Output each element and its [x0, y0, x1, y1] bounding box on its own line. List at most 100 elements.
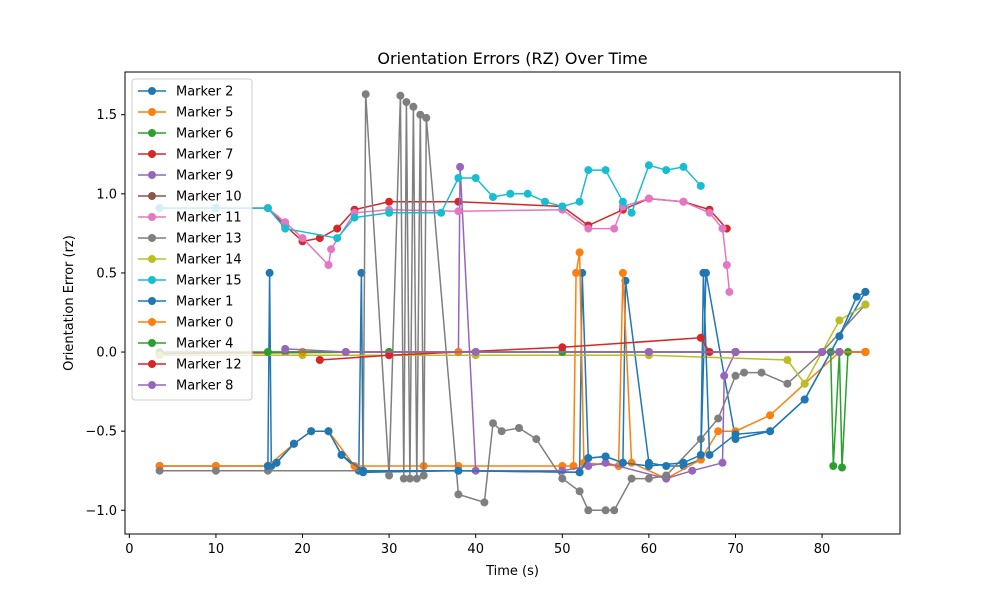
data-point [601, 452, 610, 461]
data-point [584, 224, 593, 233]
data-point [731, 348, 740, 356]
data-point [662, 462, 671, 470]
data-point [644, 348, 653, 356]
data-point [662, 166, 671, 175]
legend-marker [148, 255, 156, 263]
y-tick-label: 1.0 [96, 187, 117, 202]
x-tick-label: 50 [554, 542, 571, 557]
data-point [281, 218, 290, 227]
legend-box [131, 78, 253, 401]
legend-label: Marker 4 [176, 337, 233, 352]
data-point [740, 368, 749, 377]
series-layer [155, 90, 870, 515]
legend-marker [148, 150, 156, 158]
legend-item: Marker 5 [138, 106, 233, 121]
legend-item: Marker 6 [138, 127, 233, 142]
data-point [601, 506, 610, 515]
data-point [333, 224, 342, 233]
y-tick-label: −0.5 [85, 425, 117, 440]
data-point [731, 371, 740, 380]
data-point [211, 466, 220, 475]
data-point [714, 427, 723, 436]
x-tick-label: 10 [208, 542, 225, 557]
legend-item: Marker 0 [138, 316, 233, 331]
legend-label: Marker 8 [176, 379, 233, 394]
legend-label: Marker 2 [176, 85, 233, 100]
data-point [385, 471, 394, 480]
data-point [281, 224, 290, 233]
data-point [696, 333, 705, 342]
y-tick-label: 0.5 [96, 266, 117, 281]
legend-label: Marker 15 [176, 274, 242, 289]
data-point [480, 498, 489, 507]
data-point [497, 427, 506, 436]
data-point [575, 197, 584, 206]
data-point [341, 348, 350, 356]
data-point [575, 487, 584, 496]
data-point [644, 161, 653, 170]
data-point [627, 474, 636, 483]
data-point [337, 450, 346, 459]
data-point [541, 197, 549, 206]
data-point [359, 466, 368, 475]
data-point [454, 466, 463, 475]
data-point [489, 419, 497, 428]
legend-item: Marker 10 [138, 190, 242, 205]
data-point [422, 113, 431, 122]
data-point [515, 424, 523, 432]
legend-label: Marker 12 [176, 358, 242, 373]
data-point [385, 208, 394, 217]
data-point [584, 454, 593, 463]
data-point [688, 466, 697, 475]
data-point [454, 490, 463, 499]
data-point [618, 197, 627, 206]
data-point [405, 474, 414, 483]
data-point [315, 356, 324, 364]
data-point [575, 248, 584, 257]
data-point [696, 181, 705, 190]
data-point [265, 268, 274, 277]
legend-marker [148, 129, 156, 137]
y-tick-label: 0.0 [96, 346, 117, 361]
data-point [327, 245, 336, 254]
data-point [818, 348, 827, 356]
legend-label: Marker 5 [176, 106, 233, 121]
data-point [385, 351, 394, 360]
legend-marker [148, 276, 156, 284]
data-point [705, 208, 714, 217]
data-point [584, 462, 593, 470]
legend-label: Marker 13 [176, 232, 242, 247]
data-point [350, 213, 359, 222]
data-point [783, 356, 792, 364]
data-point [679, 162, 688, 171]
data-point [718, 224, 727, 233]
legend-marker [148, 192, 156, 200]
plot-frame [124, 71, 901, 535]
data-point [714, 414, 723, 423]
data-point [298, 234, 307, 243]
data-point [454, 207, 463, 216]
legend-marker [148, 381, 156, 389]
data-point [766, 427, 775, 436]
data-point [662, 471, 671, 480]
data-point [835, 348, 844, 356]
x-tick-label: 60 [641, 542, 658, 557]
legend-marker [148, 297, 156, 305]
data-point [601, 166, 610, 175]
data-point [835, 316, 844, 325]
legend-marker [148, 171, 156, 179]
x-axis-label: Time (s) [485, 564, 539, 579]
legend-label: Marker 7 [176, 148, 233, 163]
data-point [315, 234, 324, 243]
data-point [725, 287, 734, 296]
data-point [357, 268, 366, 277]
data-point [307, 427, 316, 436]
data-point [399, 474, 408, 483]
legend-item: Marker 4 [138, 337, 233, 352]
data-point [861, 300, 870, 309]
data-point [731, 430, 740, 439]
data-point [601, 458, 610, 467]
series-marker-1 [263, 268, 870, 477]
legend-marker [148, 234, 156, 242]
